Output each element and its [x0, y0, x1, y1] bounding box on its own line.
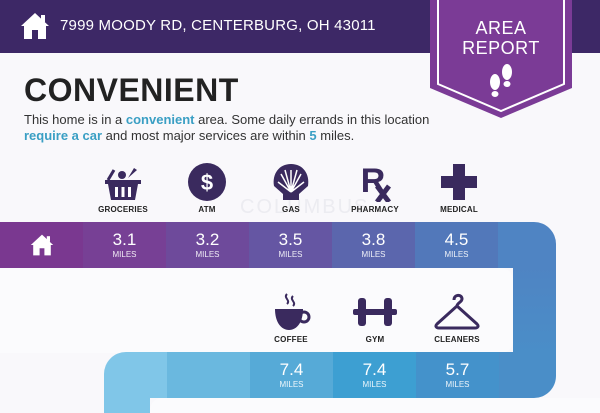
- address-text: 7999 MOODY RD, CENTERBURG, OH 43011: [60, 17, 376, 34]
- distance-pharmacy: 3.8 MILES: [332, 222, 415, 268]
- distance-atm: 3.2 MILES: [166, 222, 249, 268]
- distance-cleaners: 5.7 MILES: [416, 352, 499, 398]
- service-pharmacy: R PHARMACY: [351, 162, 399, 214]
- rx-icon: R: [361, 162, 391, 202]
- service-cleaners: CLEANERS: [416, 292, 498, 344]
- band-home-segment: [0, 222, 83, 268]
- rating-description: This home is in a convenient area. Some …: [24, 112, 430, 143]
- band-end-segment: [498, 222, 556, 268]
- hanger-icon: [434, 293, 480, 330]
- shell-icon: [273, 164, 309, 200]
- grocery-basket-icon: [105, 168, 141, 200]
- distance-coffee: 7.4 MILES: [250, 352, 333, 398]
- coffee-cup-icon: [275, 293, 311, 330]
- service-atm: $ ATM: [166, 162, 248, 214]
- band-connector-left: [104, 374, 150, 413]
- inner-white-panel: [0, 268, 513, 353]
- lower-white-panel: [150, 398, 600, 413]
- service-groceries: GROCERIES: [82, 162, 164, 214]
- service-gym: GYM: [334, 292, 416, 344]
- distance-gym: 7.4 MILES: [333, 352, 416, 398]
- home-icon: [30, 234, 53, 256]
- distance-medical: 4.5 MILES: [415, 222, 498, 268]
- dollar-coin-icon: $: [188, 163, 226, 201]
- distance-groceries: 3.1 MILES: [83, 222, 166, 268]
- home-icon: [21, 13, 49, 39]
- area-report-badge: [430, 0, 572, 118]
- distance-gas: 3.5 MILES: [249, 222, 332, 268]
- band-connector-right: [513, 266, 556, 355]
- distance-band-row1: 3.1 MILES 3.2 MILES 3.5 MILES 3.8 MILES …: [0, 222, 556, 268]
- rating-headline: CONVENIENT: [24, 72, 239, 108]
- distance-band-row2: 7.4 MILES 7.4 MILES 5.7 MILES: [104, 352, 556, 398]
- medical-cross-icon: [441, 164, 477, 200]
- badge-title: AREA REPORT: [462, 18, 540, 58]
- service-medical: MEDICAL: [418, 162, 500, 214]
- band-end-segment-2: [499, 352, 556, 398]
- service-gas: GAS: [250, 162, 332, 214]
- dumbbell-icon: [353, 298, 397, 326]
- footprints-icon: [490, 64, 512, 97]
- watermark: COLUMBUS: [240, 196, 370, 218]
- service-coffee: COFFEE: [250, 292, 332, 344]
- band-empty-segment: [167, 352, 250, 398]
- svg-text:$: $: [201, 170, 213, 195]
